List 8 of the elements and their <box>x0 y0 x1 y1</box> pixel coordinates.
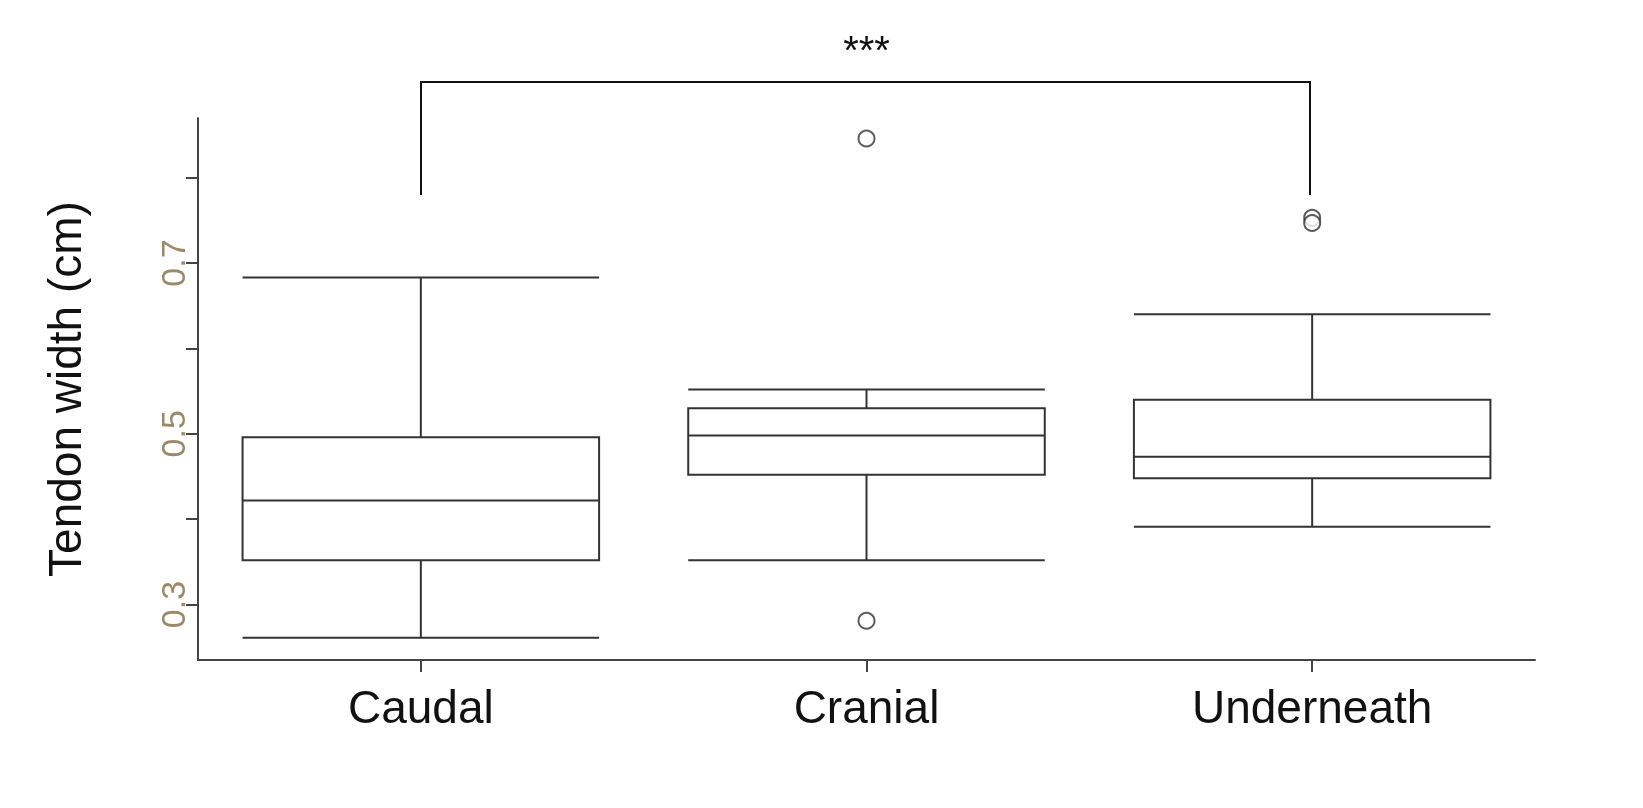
y-tick-label: 0.5 <box>154 410 192 458</box>
x-tick-label: Caudal <box>347 681 494 733</box>
x-tick-label: Cranial <box>793 681 940 733</box>
y-axis-title: Tendon width (cm) <box>39 201 91 577</box>
text: *** <box>843 28 890 72</box>
y-tick-label: 0.3 <box>154 580 192 629</box>
y-tick-label: 0.7 <box>154 239 192 287</box>
x-tick-label: Underneath <box>1191 681 1433 733</box>
